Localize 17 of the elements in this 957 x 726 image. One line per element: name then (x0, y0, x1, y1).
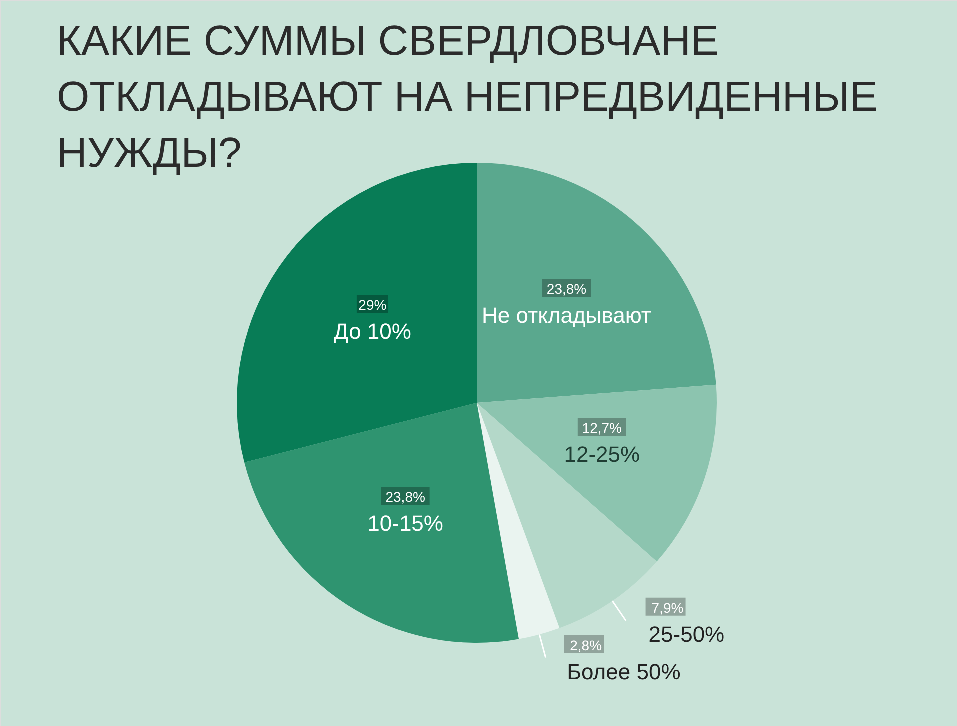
slice-label: 25-50% (648, 622, 725, 647)
slice-label: 10-15% (368, 511, 444, 536)
pie-slice (477, 384, 717, 562)
pie-slice (244, 403, 520, 643)
pie-slice (477, 403, 560, 640)
data-label: 12,7% (582, 420, 622, 436)
pie-slice (477, 163, 716, 403)
slice-label: До 10% (334, 319, 412, 344)
slice-label: Не откладывают (482, 303, 652, 328)
data-label: 23,8% (546, 281, 587, 298)
data-label: 29% (358, 297, 387, 314)
data-label: 7,9% (652, 600, 684, 616)
chart-title: КАКИЕ СУММЫ СВЕРДЛОВЧАНЕ ОТКЛАДЫВАЮТ НА НЕПРЕДВИДЕННЫЕ НУЖДЫ? (57, 17, 878, 176)
data-label: 23,8% (386, 489, 426, 506)
data-label: 2,8% (570, 637, 602, 654)
slice-label: 12-25% (564, 442, 640, 467)
slice-label: Более 50% (567, 659, 681, 684)
